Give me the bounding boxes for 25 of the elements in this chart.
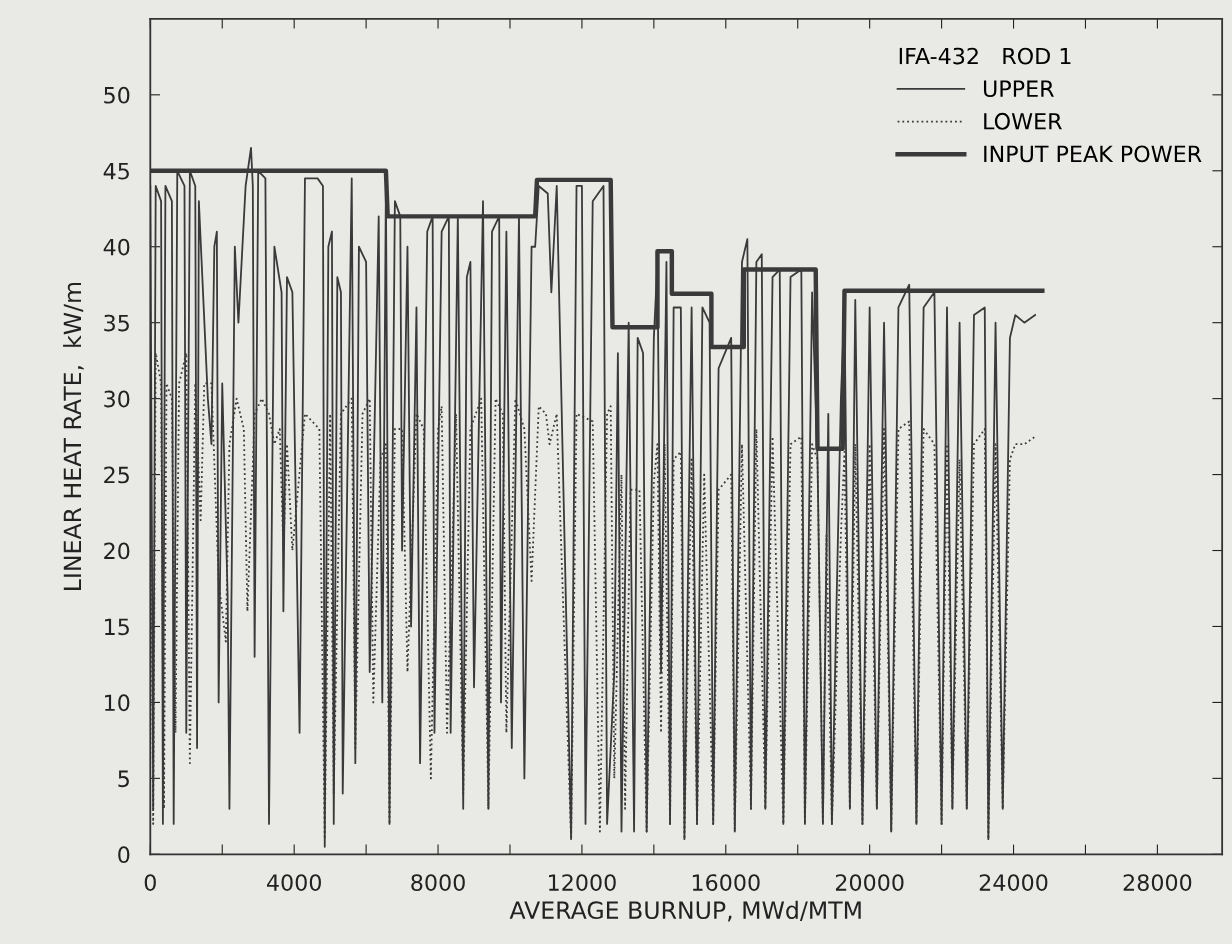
x-axis-title: AVERAGE BURNUP, MWd/MTM bbox=[509, 900, 861, 922]
legend-label: INPUT PEAK POWER bbox=[984, 145, 1202, 163]
y-tick-label: 15 bbox=[105, 618, 129, 636]
legend-label: UPPER bbox=[983, 80, 1054, 98]
y-tick-label: 30 bbox=[104, 390, 130, 408]
x-tick-label: 12000 bbox=[549, 874, 616, 891]
x-tick-label: 24000 bbox=[979, 874, 1048, 891]
y-tick-label: 5 bbox=[118, 770, 129, 788]
x-tick-label: 4000 bbox=[266, 874, 321, 891]
x-tick-label: 8000 bbox=[411, 874, 465, 891]
y-tick-label: 45 bbox=[103, 163, 129, 180]
x-tick-label: 20000 bbox=[835, 874, 904, 891]
y-tick-label: 35 bbox=[104, 314, 129, 332]
legend-title: IFA-432 ROD 1 bbox=[899, 47, 1071, 65]
y-tick-label: 0 bbox=[118, 846, 130, 864]
y-tick-label: 40 bbox=[103, 238, 130, 256]
y-tick-label: 25 bbox=[104, 466, 129, 484]
x-tick-label: 28000 bbox=[1123, 874, 1192, 891]
legend-label: LOWER bbox=[984, 112, 1062, 130]
x-tick-label: 0 bbox=[144, 874, 156, 891]
y-tick-label: 50 bbox=[104, 86, 130, 104]
y-tick-label: 20 bbox=[104, 542, 130, 560]
y-axis-title: LINEAR HEAT RATE, kW/m bbox=[63, 282, 84, 590]
x-tick-label: 16000 bbox=[692, 874, 760, 891]
y-tick-label: 10 bbox=[105, 694, 130, 712]
